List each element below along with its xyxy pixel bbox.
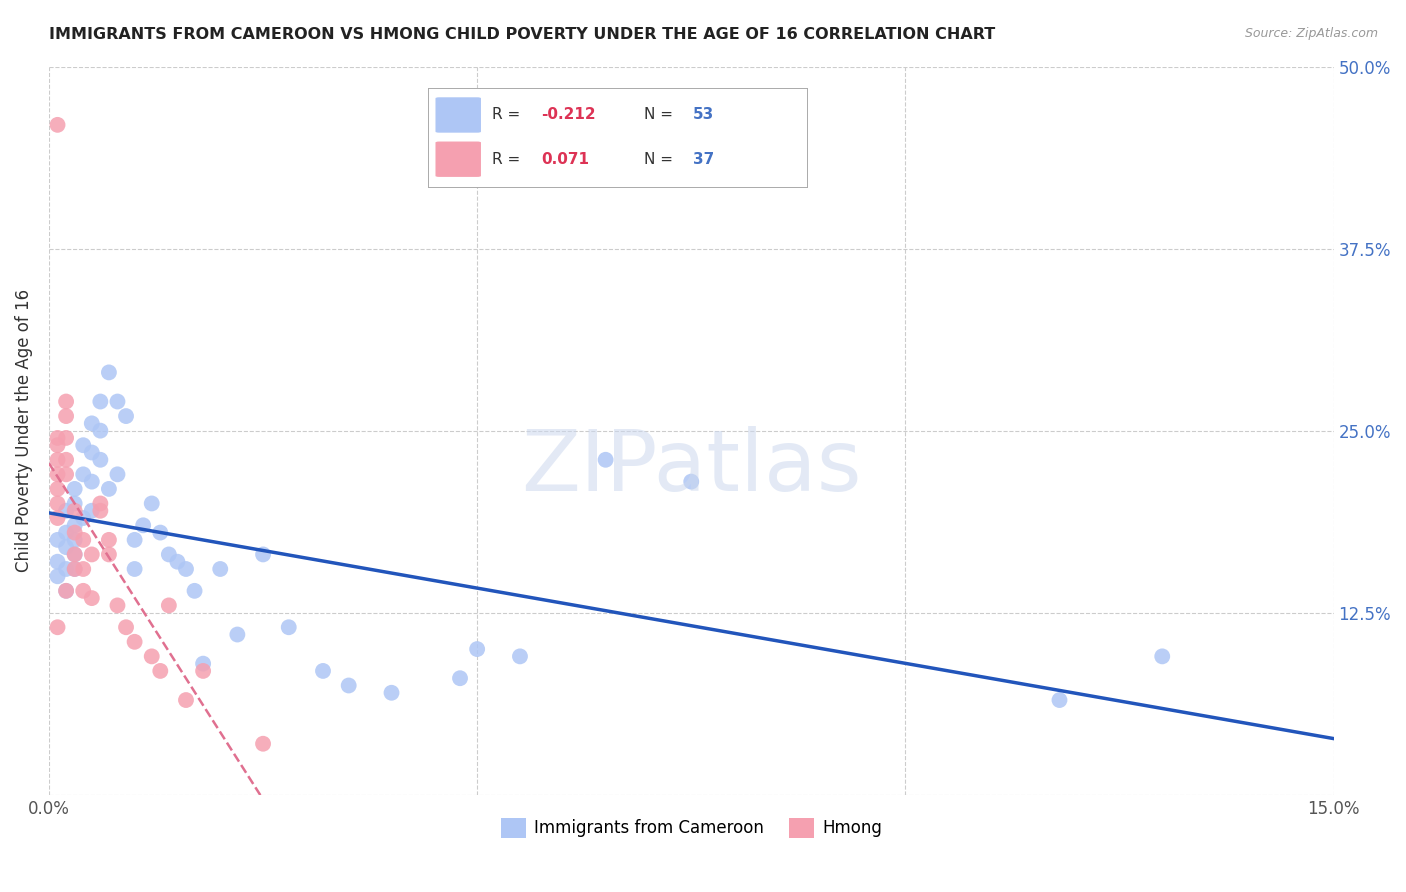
Point xyxy=(337,678,360,692)
Point xyxy=(115,620,138,634)
Point xyxy=(63,562,86,576)
Point xyxy=(63,548,86,562)
Point xyxy=(124,562,146,576)
Point xyxy=(89,496,111,510)
Point xyxy=(277,620,299,634)
Point xyxy=(115,409,138,423)
Point xyxy=(97,482,120,496)
Point xyxy=(46,482,69,496)
Point xyxy=(509,649,531,664)
Point xyxy=(107,599,129,613)
Point xyxy=(141,496,163,510)
Point xyxy=(55,394,77,409)
Point xyxy=(174,693,197,707)
Point xyxy=(46,467,69,482)
Point xyxy=(149,664,172,678)
Point xyxy=(55,467,77,482)
Point xyxy=(191,664,214,678)
Point xyxy=(449,671,471,685)
Point xyxy=(46,620,69,634)
Point xyxy=(55,583,77,598)
Point xyxy=(46,452,69,467)
Point xyxy=(63,518,86,533)
Point xyxy=(89,452,111,467)
Point xyxy=(46,431,69,445)
Point xyxy=(63,482,86,496)
Point xyxy=(55,409,77,423)
Point xyxy=(681,475,703,489)
Point xyxy=(252,548,274,562)
Point xyxy=(72,438,94,452)
Point xyxy=(72,533,94,547)
Point xyxy=(157,599,180,613)
Point xyxy=(89,424,111,438)
Point xyxy=(107,394,129,409)
Point xyxy=(72,467,94,482)
Point xyxy=(1152,649,1174,664)
Point xyxy=(1049,693,1071,707)
Point xyxy=(97,548,120,562)
Point xyxy=(149,525,172,540)
Point xyxy=(55,583,77,598)
Text: IMMIGRANTS FROM CAMEROON VS HMONG CHILD POVERTY UNDER THE AGE OF 16 CORRELATION : IMMIGRANTS FROM CAMEROON VS HMONG CHILD … xyxy=(49,27,995,42)
Point xyxy=(80,445,103,459)
Y-axis label: Child Poverty Under the Age of 16: Child Poverty Under the Age of 16 xyxy=(15,289,32,572)
Point xyxy=(63,504,86,518)
Point xyxy=(80,417,103,431)
Point xyxy=(72,583,94,598)
Point xyxy=(89,394,111,409)
Point xyxy=(63,525,86,540)
Point xyxy=(63,533,86,547)
Point xyxy=(55,525,77,540)
Point xyxy=(312,664,335,678)
Point xyxy=(55,431,77,445)
Point xyxy=(46,533,69,547)
Point xyxy=(80,475,103,489)
Legend: Immigrants from Cameroon, Hmong: Immigrants from Cameroon, Hmong xyxy=(494,811,889,845)
Point xyxy=(55,504,77,518)
Point xyxy=(97,533,120,547)
Point xyxy=(191,657,214,671)
Point xyxy=(55,562,77,576)
Point xyxy=(55,540,77,554)
Point xyxy=(46,511,69,525)
Point xyxy=(80,504,103,518)
Point xyxy=(174,562,197,576)
Point xyxy=(124,533,146,547)
Point xyxy=(89,504,111,518)
Point xyxy=(46,496,69,510)
Point xyxy=(80,548,103,562)
Point xyxy=(166,555,188,569)
Text: ZIPatlas: ZIPatlas xyxy=(522,425,862,508)
Point xyxy=(226,627,249,641)
Point xyxy=(72,562,94,576)
Point xyxy=(55,452,77,467)
Point xyxy=(46,118,69,132)
Point xyxy=(141,649,163,664)
Point xyxy=(63,562,86,576)
Point xyxy=(252,737,274,751)
Point xyxy=(72,511,94,525)
Point xyxy=(80,591,103,606)
Point xyxy=(107,467,129,482)
Point xyxy=(465,642,488,657)
Text: Source: ZipAtlas.com: Source: ZipAtlas.com xyxy=(1244,27,1378,40)
Point xyxy=(132,518,155,533)
Point xyxy=(46,569,69,583)
Point xyxy=(63,548,86,562)
Point xyxy=(183,583,205,598)
Point xyxy=(46,438,69,452)
Point xyxy=(209,562,232,576)
Point xyxy=(380,686,402,700)
Point xyxy=(124,635,146,649)
Point xyxy=(46,555,69,569)
Point xyxy=(63,496,86,510)
Point xyxy=(595,452,617,467)
Point xyxy=(97,365,120,379)
Point xyxy=(157,548,180,562)
